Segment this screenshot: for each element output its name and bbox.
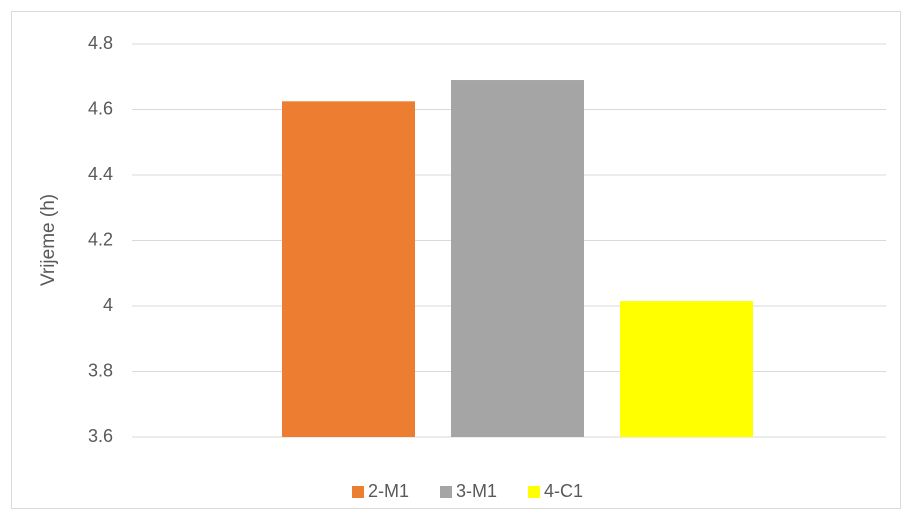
- bar-4-C1: [620, 301, 753, 437]
- y-tick-label: 4: [103, 295, 113, 315]
- y-tick-label: 4.4: [88, 164, 113, 184]
- legend-label-4-C1: 4-C1: [544, 481, 583, 501]
- y-axis-tick-labels: 3.6 3.8 4 4.2 4.4 4.6 4.8: [88, 33, 113, 446]
- y-axis-title: Vrijeme (h): [38, 194, 59, 286]
- legend: 2-M1 3-M1 4-C1: [352, 481, 583, 501]
- y-tick-label: 3.6: [88, 426, 113, 446]
- legend-label-2-M1: 2-M1: [368, 481, 409, 501]
- bar-2-M1: [282, 101, 415, 437]
- legend-swatch-2-M1: [352, 486, 364, 498]
- legend-swatch-3-M1: [440, 486, 452, 498]
- y-tick-label: 4.8: [88, 33, 113, 53]
- legend-swatch-4-C1: [528, 486, 540, 498]
- y-tick-label: 3.8: [88, 360, 113, 380]
- bar-3-M1: [451, 80, 584, 438]
- y-tick-label: 4.6: [88, 98, 113, 118]
- legend-label-3-M1: 3-M1: [456, 481, 497, 501]
- y-tick-label: 4.2: [88, 229, 113, 249]
- bars: [282, 80, 753, 438]
